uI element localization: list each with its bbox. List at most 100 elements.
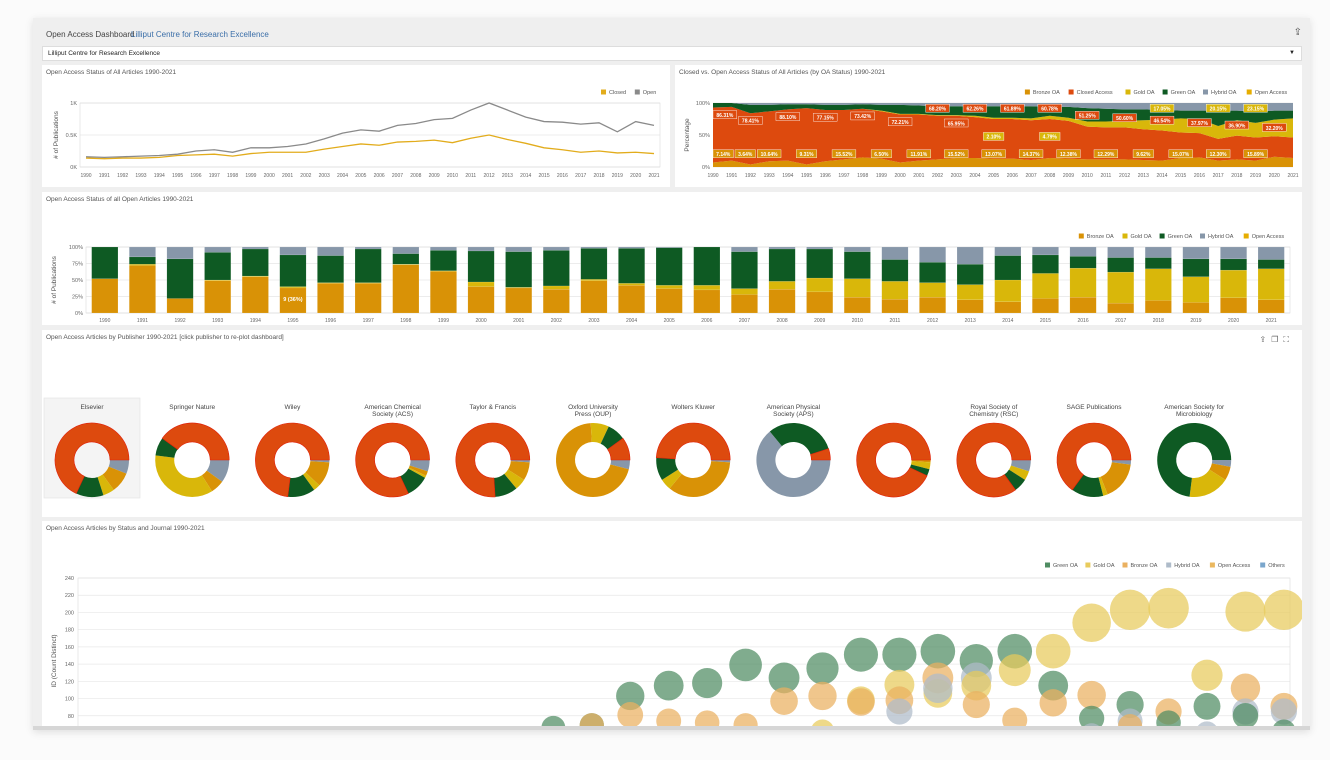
bubble	[1191, 659, 1223, 691]
legend-swatch	[1246, 89, 1252, 95]
bar-segment-green-oa	[129, 256, 156, 265]
bubble	[1148, 587, 1189, 629]
bar-segment-gold-oa	[580, 279, 608, 281]
panel-title: Open Access Status of all Open Articles …	[46, 196, 194, 203]
donut-sage-publications[interactable]	[1056, 422, 1132, 497]
bubble	[1039, 689, 1067, 717]
organization-link[interactable]: Lilliput Centre for Research Excellence	[131, 30, 269, 39]
bar-segment-hybrid-oa	[1107, 246, 1135, 258]
donut-slice-bronze	[556, 423, 629, 497]
bar-segment-bronze-oa	[618, 285, 645, 314]
organization-select[interactable]: Lilliput Centre for Research Excellence …	[42, 46, 1302, 61]
legend-swatch	[601, 89, 606, 95]
bubble	[882, 637, 917, 672]
bar-segment-bronze-oa	[542, 289, 570, 314]
donut-slice-bronze	[305, 461, 330, 486]
x-tick-label: 1999	[245, 173, 256, 179]
share-icon[interactable]: ⇪	[1293, 27, 1302, 38]
donut-publisher[interactable]	[856, 422, 931, 498]
x-tick-label: 2021	[648, 173, 659, 179]
expand-icon[interactable]: ⛶	[1283, 335, 1294, 344]
legend-label: Open Access	[1252, 234, 1285, 240]
bar-segment-bronze-oa	[731, 294, 758, 314]
bar-segment-gold-oa	[542, 285, 570, 290]
legend-swatch	[1078, 233, 1084, 239]
x-tick-label: 2017	[1115, 318, 1126, 324]
donut-slice-hybrid	[310, 460, 330, 463]
donut-royal-society-of-chemistry-rsc-[interactable]	[956, 422, 1032, 498]
donut-springer-nature[interactable]	[155, 422, 230, 497]
donut-wolters-kluwer[interactable]	[655, 422, 731, 498]
copy-icon[interactable]: ❐	[1271, 335, 1284, 344]
donut-slice-green	[1072, 474, 1104, 497]
data-label: 14.37%	[1023, 152, 1041, 158]
donut-american-chemical-society-acs-[interactable]	[355, 422, 430, 498]
publisher-label: Wiley	[284, 404, 301, 411]
bar-segment-bronze-oa	[467, 286, 495, 314]
publisher-label: Royal Society of	[970, 404, 1017, 411]
x-tick-label: 1990	[99, 318, 110, 324]
y-tick-label: 100%	[696, 101, 710, 107]
data-label-box	[1187, 118, 1212, 127]
donut-slice-bronze	[102, 466, 127, 490]
bar-segment-bronze-oa	[1257, 299, 1285, 314]
donut-american-physical-society-aps-[interactable]	[756, 423, 831, 497]
bar-segment-gold-oa	[129, 264, 156, 266]
x-tick-label: 2013	[1138, 173, 1149, 179]
x-tick-label: 2014	[1156, 173, 1167, 179]
publisher-label: Chemistry (RSC)	[969, 411, 1018, 418]
bar-segment-hybrid-oa	[467, 246, 495, 252]
x-tick-label: 2000	[264, 173, 275, 179]
bubble	[1230, 673, 1261, 703]
donut-wiley[interactable]	[255, 422, 330, 498]
x-tick-label: 2008	[1044, 173, 1055, 179]
x-tick-label: 1994	[250, 318, 261, 324]
line-open	[85, 102, 655, 159]
x-tick-label: 1996	[325, 318, 336, 324]
x-tick-label: 1999	[438, 318, 449, 324]
donut-slice-green	[287, 474, 315, 497]
y-axis-label: # of Publications	[51, 255, 58, 303]
horizontal-scrollbar[interactable]	[33, 726, 1310, 730]
donut-slice-gold	[302, 472, 320, 490]
donut-slice-hybrid	[711, 460, 731, 463]
donut-elsevier[interactable]	[54, 422, 130, 497]
bubble	[998, 654, 1031, 687]
bubble	[770, 687, 798, 715]
bar-segment-hybrid-oa	[919, 246, 946, 263]
donut-oxford-university-press-oup-[interactable]	[556, 423, 631, 497]
donut-slice-closed	[54, 422, 130, 494]
x-tick-label: 1998	[227, 173, 238, 179]
bar-segment-hybrid-oa	[618, 246, 645, 249]
export-icon[interactable]: ⇪	[1259, 335, 1272, 344]
panel-title: Open Access Articles by Publisher 1990-2…	[46, 334, 284, 341]
data-label-box	[796, 149, 817, 158]
bubble	[692, 667, 723, 699]
bubble	[617, 702, 644, 726]
bar-segment-hybrid-oa	[542, 246, 570, 251]
donut-american-society-for-microbiology[interactable]	[1157, 423, 1232, 497]
donut-slice-bronze	[911, 460, 931, 463]
bubble	[1109, 589, 1151, 631]
data-label-box	[1075, 111, 1100, 120]
bar-segment-hybrid-oa	[1182, 246, 1210, 260]
x-tick-label: 2009	[1063, 173, 1074, 179]
x-tick-label: 2005	[988, 173, 999, 179]
bar-segment-hybrid-oa	[655, 246, 683, 248]
publisher-label: Society (ACS)	[372, 411, 413, 418]
legend-label: Green OA	[1168, 234, 1193, 240]
line-chart-panel: Open Access Status of All Articles 1990-…	[42, 65, 670, 187]
bar-segment-gold-oa	[430, 270, 457, 272]
panel-title: Closed vs. Open Access Status of All Art…	[679, 69, 886, 76]
data-label: 15.52%	[948, 152, 966, 158]
donut-taylor-francis[interactable]	[455, 422, 531, 498]
bar-segment-green-oa	[618, 248, 645, 284]
bar-annotation: 9 (36%)	[283, 297, 302, 303]
legend-label: Others	[1268, 563, 1285, 569]
bar-segment-bronze-oa	[204, 280, 232, 314]
data-label-box	[813, 113, 838, 122]
bar-segment-gold-oa	[806, 277, 834, 293]
data-label-box	[1224, 120, 1249, 130]
donut-slice-bronze	[1209, 463, 1231, 480]
bar-segment-hybrid-oa	[430, 246, 457, 251]
